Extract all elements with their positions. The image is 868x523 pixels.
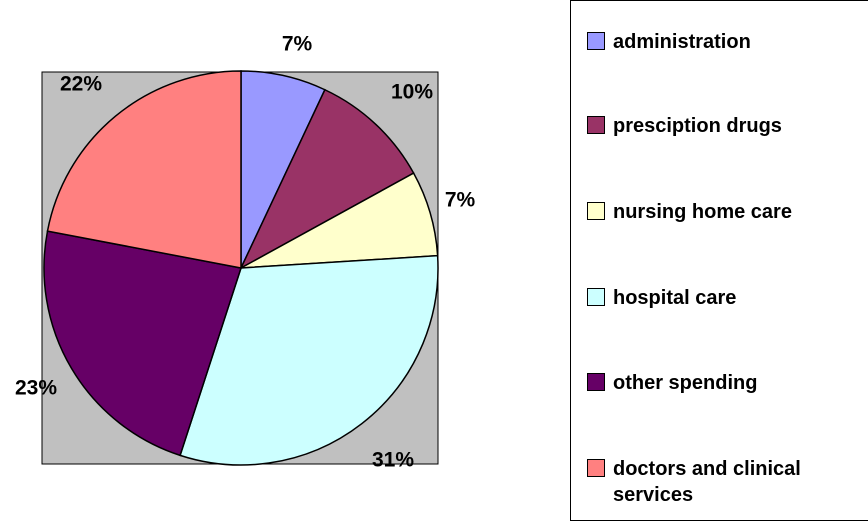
legend-item: nursing home care [587, 199, 853, 225]
legend-label: presciption drugs [613, 115, 782, 137]
legend-item: hospital care [587, 285, 853, 311]
data-label: 22% [60, 73, 102, 96]
legend-label: doctors and clinical services [613, 458, 801, 506]
legend-item: administration [587, 29, 853, 55]
legend-item: other spending [587, 370, 853, 396]
legend-swatch [587, 202, 605, 220]
legend-item: doctors and clinical services [587, 456, 853, 508]
legend: administration presciption drugs nursing h… [570, 0, 868, 521]
legend-swatch [587, 373, 605, 391]
data-label: 31% [372, 449, 414, 472]
legend-swatch [587, 459, 605, 477]
legend-label: other spending [613, 372, 758, 394]
legend-item: presciption drugs [587, 113, 853, 139]
pie-slice [46, 70, 242, 269]
legend-swatch [587, 32, 605, 50]
pie-slice [43, 230, 242, 457]
pie-slice [179, 254, 439, 466]
data-label: 10% [391, 81, 433, 104]
legend-label: administration [613, 31, 751, 53]
data-label: 23% [15, 377, 57, 400]
legend-swatch [587, 116, 605, 134]
legend-label: nursing home care [613, 201, 792, 223]
legend-swatch [587, 288, 605, 306]
data-label: 7% [445, 189, 476, 212]
legend-label: hospital care [613, 287, 737, 309]
data-label: 7% [282, 33, 313, 56]
pie-slice [239, 88, 415, 270]
